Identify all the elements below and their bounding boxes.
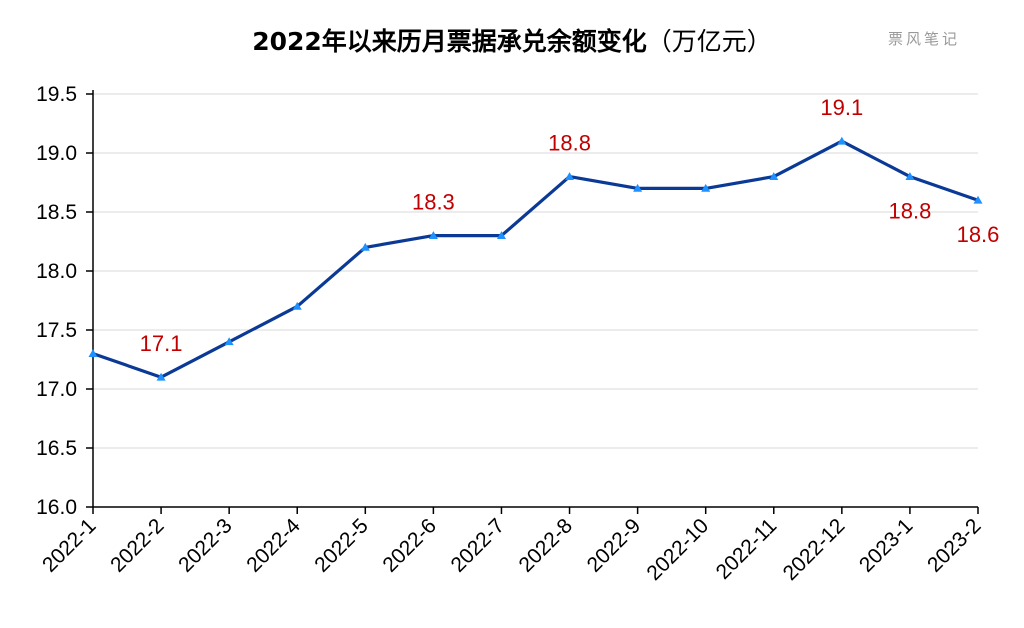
data-point-marker <box>565 172 575 180</box>
data-point-marker <box>292 301 302 310</box>
x-tick-label: 2022-6 <box>378 514 441 577</box>
data-point-marker <box>905 172 915 180</box>
x-tick-label: 2022-12 <box>779 514 850 585</box>
watermark: 票风笔记 <box>888 30 961 48</box>
y-tick-label: 16.0 <box>36 496 77 519</box>
x-tick-label: 2022-9 <box>583 514 646 577</box>
x-tick-labels: 2022-1 2022-2 2022-3 2022-4 2022-5 2022-6 2022… <box>38 514 986 585</box>
x-tick-label: 2022-5 <box>310 514 373 577</box>
chart-title-main: 2022年以来历月票据承兑余额变化 <box>252 27 647 56</box>
x-tick-label: 2022-11 <box>712 514 782 584</box>
data-point-marker <box>360 242 370 251</box>
data-point-marker <box>973 195 983 204</box>
y-tick-label: 19.0 <box>36 142 77 165</box>
x-tick-label: 2022-4 <box>242 514 305 577</box>
data-point-marker <box>701 183 711 192</box>
data-point-marker <box>769 172 779 180</box>
data-label: 18.3 <box>412 190 455 215</box>
y-tick-label: 19.5 <box>36 83 77 106</box>
data-label: 18.8 <box>548 131 591 156</box>
chart-title-unit: （万亿元） <box>646 27 772 56</box>
x-tick-label: 2023-2 <box>923 514 986 577</box>
data-label: 18.6 <box>957 222 1000 247</box>
x-tick-label: 2023-1 <box>855 514 918 577</box>
data-point-marker <box>428 231 438 239</box>
data-point-marker <box>633 183 643 192</box>
series-line <box>92 139 979 379</box>
data-label: 18.8 <box>889 199 932 224</box>
data-point-marker <box>496 231 506 239</box>
series-layer <box>88 136 983 381</box>
data-point-marker <box>156 372 166 381</box>
x-tick-label: 2022-1 <box>38 514 101 577</box>
data-point-marker <box>224 337 234 346</box>
y-tick-label: 16.5 <box>36 437 77 460</box>
data-point-marker <box>88 349 98 357</box>
chart-title: 2022年以来历月票据承兑余额变化（万亿元） <box>0 22 1024 58</box>
y-tick-label: 17.0 <box>36 378 77 401</box>
y-tick-label: 18.5 <box>36 201 77 224</box>
y-tick-label: 17.5 <box>36 319 77 342</box>
x-tick-label: 2022-3 <box>174 514 237 577</box>
x-tick-label: 2022-2 <box>106 514 169 577</box>
y-tick-label: 18.0 <box>36 260 77 283</box>
grid-lines <box>93 93 978 449</box>
data-labels: 17.1 18.3 18.8 19.1 18.8 18.6 <box>140 95 1000 356</box>
x-tick-label: 2022-10 <box>642 514 713 585</box>
data-label: 19.1 <box>820 95 863 120</box>
axes <box>86 90 979 514</box>
y-tick-labels: 16.0 16.5 17.0 17.5 18.0 18.5 19.0 19.5 <box>36 83 77 519</box>
x-tick-label: 2022-7 <box>446 514 509 577</box>
x-tick-label: 2022-8 <box>515 514 578 577</box>
data-label: 17.1 <box>140 331 183 356</box>
data-point-marker <box>837 136 847 145</box>
